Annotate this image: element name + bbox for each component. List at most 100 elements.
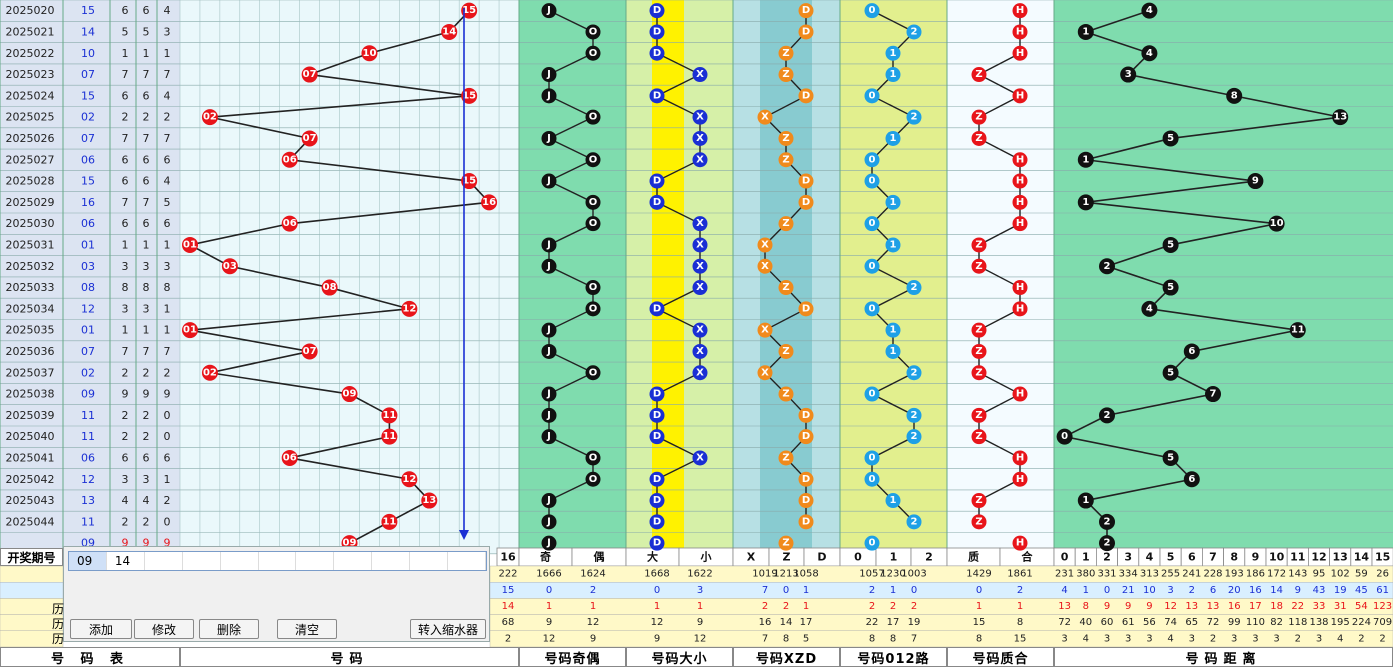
- stat-dist: 26: [1376, 569, 1389, 580]
- delete-button[interactable]: 删除: [199, 619, 259, 639]
- input-cell[interactable]: 09: [69, 552, 107, 570]
- input-cell[interactable]: [259, 552, 297, 570]
- digit-c: 1: [164, 47, 171, 60]
- stat-value: 2: [590, 585, 596, 596]
- number-text: 14: [81, 25, 95, 38]
- stat-value: 2: [762, 601, 768, 612]
- number-text: 12: [81, 473, 95, 486]
- digit-a: 6: [122, 175, 129, 188]
- stat-dist: 13: [1207, 601, 1220, 612]
- period-text: 2025028: [6, 175, 55, 188]
- digit-c: 7: [164, 345, 171, 358]
- digit-b: 2: [143, 515, 150, 528]
- digit-a: 1: [122, 324, 129, 337]
- number-text: 09: [81, 388, 95, 401]
- number-text: 16: [81, 196, 95, 209]
- number-input[interactable]: 09 14: [68, 551, 487, 571]
- stat-dist: 21: [1122, 585, 1135, 596]
- stat-value: 7: [911, 633, 917, 644]
- dist-header: 6: [1188, 551, 1196, 564]
- digit-c: 1: [164, 473, 171, 486]
- input-cell[interactable]: [221, 552, 259, 570]
- footer-xzd-label: 号码XZD: [733, 647, 840, 667]
- even-header: 偶: [594, 550, 605, 564]
- stat-dist: 4: [1083, 633, 1089, 644]
- digit-c: 0: [164, 430, 171, 443]
- road1-header: 1: [890, 551, 898, 564]
- stat-value: 8: [1017, 617, 1023, 628]
- digit-c: 6: [164, 217, 171, 230]
- stat-dist: 102: [1331, 569, 1350, 580]
- stat-value: 2: [1017, 585, 1023, 596]
- digit-a: 3: [122, 302, 129, 315]
- input-cell[interactable]: [296, 552, 335, 570]
- stat-dist: 2: [1210, 633, 1216, 644]
- digit-a: 3: [122, 260, 129, 273]
- stat-dist: 4: [1337, 633, 1343, 644]
- number-text: 15: [81, 175, 95, 188]
- preview-digit: 9: [143, 537, 150, 550]
- col16-header: 16: [500, 551, 516, 564]
- add-button[interactable]: 添加: [70, 619, 132, 639]
- stat-value: 1: [590, 601, 596, 612]
- stat-value: 17: [800, 617, 813, 628]
- stat-dist: 4: [1061, 585, 1067, 596]
- stat-dist: 3: [1252, 633, 1258, 644]
- number-text: 15: [81, 89, 95, 102]
- clear-button[interactable]: 清空: [277, 619, 337, 639]
- period-text: 2025043: [6, 494, 55, 507]
- dist-header: 3: [1124, 551, 1132, 564]
- d-header: D: [817, 551, 826, 564]
- period-text: 2025025: [6, 111, 55, 124]
- digit-a: 6: [122, 89, 129, 102]
- input-cell[interactable]: [448, 552, 486, 570]
- stat-value: 0: [976, 585, 982, 596]
- digit-b: 3: [143, 302, 150, 315]
- edit-button[interactable]: 修改: [134, 619, 194, 639]
- footer-table-label: 号 码 表: [0, 647, 180, 667]
- stat-dist: 3: [1273, 633, 1279, 644]
- stat-value: 0: [546, 585, 552, 596]
- stat-value: 1058: [793, 569, 818, 580]
- stat-value: 1057: [859, 569, 884, 580]
- stat-dist: 9: [1104, 601, 1110, 612]
- stat-value: 0: [911, 585, 917, 596]
- stat-dist: 9: [1295, 585, 1301, 596]
- footer-number-label: 号码: [180, 647, 519, 667]
- stat-dist: 74: [1164, 617, 1177, 628]
- stat-dist: 3: [1167, 585, 1173, 596]
- digit-a: 8: [122, 281, 129, 294]
- input-cell[interactable]: [410, 552, 449, 570]
- stat-dist: 59: [1355, 569, 1368, 580]
- digit-b: 6: [143, 153, 150, 166]
- stat-dist: 56: [1143, 617, 1156, 628]
- digit-a: 6: [122, 153, 129, 166]
- digit-a: 2: [122, 515, 129, 528]
- input-cell[interactable]: [183, 552, 221, 570]
- stat-dist: 33: [1313, 601, 1326, 612]
- input-cell[interactable]: 14: [107, 552, 145, 570]
- stat-dist: 22: [1291, 601, 1304, 612]
- stat-dist: 18: [1270, 601, 1283, 612]
- dist-header: 9: [1252, 551, 1260, 564]
- digit-b: 7: [143, 345, 150, 358]
- input-cell[interactable]: [145, 552, 183, 570]
- input-cell[interactable]: [372, 552, 411, 570]
- dist-header: 11: [1290, 551, 1305, 564]
- number-text: 03: [81, 260, 95, 273]
- stat-value: 15: [1014, 633, 1027, 644]
- stat-dist: 3: [1316, 633, 1322, 644]
- input-cell[interactable]: [334, 552, 373, 570]
- stat-dist: 3: [1104, 633, 1110, 644]
- digit-c: 4: [164, 4, 171, 17]
- digit-c: 2: [164, 366, 171, 379]
- stat-value: 12: [694, 633, 707, 644]
- stat-value: 2: [869, 585, 875, 596]
- period-text: 2025036: [6, 345, 55, 358]
- shrink-button[interactable]: 转入缩水器: [410, 619, 486, 639]
- stat-dist: 61: [1376, 585, 1389, 596]
- digit-c: 8: [164, 281, 171, 294]
- stat-value: 1861: [1007, 569, 1032, 580]
- stats-row: [489, 630, 1393, 648]
- dist-header: 10: [1269, 551, 1285, 564]
